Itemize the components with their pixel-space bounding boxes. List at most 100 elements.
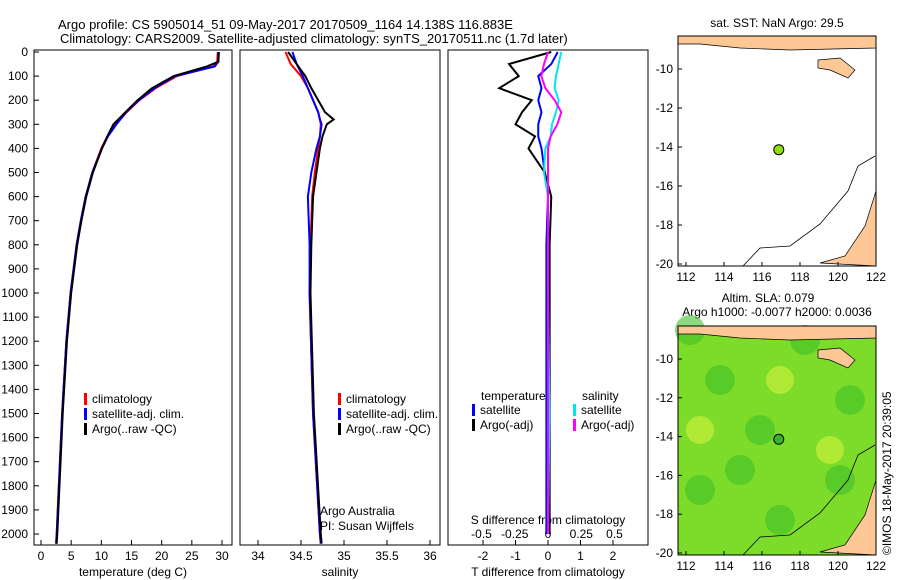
salinity-axis-label: salinity: [322, 565, 359, 579]
sla-map-sla-blob: [685, 475, 715, 505]
sla-map-isobath: [742, 444, 876, 556]
depth-tick-label: 1700: [1, 455, 28, 469]
sdiff-legend-label: Argo(-adj): [581, 418, 634, 432]
sla-map-lat-tick-label: -16: [656, 468, 674, 482]
sla-map-lat-tick-label: -14: [656, 430, 674, 444]
legend-title-temperature: temperature: [481, 389, 546, 403]
sst-map-lon-tick-label: 114: [714, 270, 733, 284]
sst-map-lon-tick-label: 116: [752, 270, 771, 284]
salinity-legend-swatch: [338, 393, 341, 405]
tdiff-legend-swatch: [472, 419, 475, 431]
sst-map-lon-tick-label: 122: [866, 270, 886, 284]
sla-map-land-island: [817, 347, 856, 369]
sst-map-lat-tick-label: -20: [656, 257, 674, 271]
depth-tick-label: 800: [8, 238, 28, 252]
depth-tick-label: 1000: [1, 286, 28, 300]
sst-map-lon-tick-label: 118: [790, 270, 809, 284]
annotation-pi: PI: Susan Wijffels: [320, 519, 414, 533]
tdiff-legend-label: satellite: [480, 403, 521, 417]
sdiff-legend-label: satellite: [581, 403, 622, 417]
temperature-tick-label: 20: [155, 549, 169, 563]
depth-tick-label: 2000: [1, 527, 28, 541]
depth-tick-label: 1200: [1, 334, 28, 348]
sla-map-sla-blob: [705, 365, 735, 395]
title-line-1: Argo profile: CS 5905014_51 09-May-2017 …: [58, 17, 513, 32]
sst-map-lat-tick-label: -10: [656, 62, 674, 76]
depth-tick-label: 400: [8, 141, 28, 155]
sst-map-lon-tick-label: 112: [676, 270, 695, 284]
title-line-2: Climatology: CARS2009. Satellite-adjuste…: [60, 31, 568, 46]
temperature-tick-label: 30: [215, 549, 229, 563]
depth-tick-label: 100: [8, 69, 28, 83]
sst-map-lat-tick-label: -12: [656, 101, 674, 115]
sdiff-legend-swatch: [573, 419, 576, 431]
depth-tick-label: 1500: [1, 407, 28, 421]
difference-line-1: [496, 51, 553, 534]
sla-map-lat-tick-label: -12: [656, 391, 674, 405]
sdiff-tick-label: 0.25: [570, 527, 594, 541]
sla-map-lon-tick-label: 118: [790, 559, 809, 573]
temperature-legend-swatch: [84, 408, 87, 420]
salinity-tick-label: 35.5: [375, 549, 399, 563]
salinity-legend-swatch: [338, 423, 341, 435]
sla-map-lon-tick-label: 114: [714, 559, 733, 573]
depth-tick-label: 1300: [1, 358, 28, 372]
sla-map-lon-tick-label: 120: [828, 559, 848, 573]
tdiff-axis-label: T difference from climatology: [471, 565, 625, 579]
temperature-tick-label: 15: [125, 549, 139, 563]
salinity-tick-label: 36: [423, 549, 437, 563]
sst-map-lat-tick-label: -16: [656, 179, 674, 193]
sla-map-sla-blob: [835, 385, 865, 415]
temperature-line-2: [55, 52, 220, 544]
salinity-tick-label: 35: [337, 549, 351, 563]
depth-tick-label: 300: [8, 117, 28, 131]
sla-map-sla-high: [816, 436, 844, 464]
sst-map-land-island: [817, 57, 856, 79]
temperature-legend-swatch: [84, 423, 87, 435]
tdiff-tick-label: 2: [610, 549, 617, 563]
sdiff-legend-swatch: [573, 404, 576, 416]
depth-tick-label: 500: [8, 166, 28, 180]
sst-map-title: sat. SST: NaN Argo: 29.5: [710, 16, 844, 30]
sla-map-sla-high: [766, 366, 794, 394]
sdiff-tick-label: -0.25: [501, 527, 529, 541]
salinity-line-2: [287, 51, 336, 544]
sla-map-lon-tick-label: 116: [752, 559, 771, 573]
tdiff-legend-swatch: [472, 404, 475, 416]
temperature-axis-label: temperature (deg C): [79, 565, 187, 579]
depth-tick-label: 900: [8, 262, 28, 276]
depth-tick-label: 1400: [1, 382, 28, 396]
sst-map-frame: [677, 35, 877, 267]
salinity-legend-label: Argo(..raw -QC): [346, 422, 431, 436]
salinity-tick-label: 34: [251, 549, 265, 563]
annotation-institution: Argo Australia: [320, 504, 395, 518]
salinity-tick-label: 34.5: [289, 549, 313, 563]
sst-map-lat-tick-label: -14: [656, 140, 674, 154]
sla-map-sla-blob: [765, 505, 795, 535]
temperature-tick-label: 10: [95, 549, 109, 563]
temperature-tick-label: 5: [68, 549, 75, 563]
sdiff-tick-label: 0.5: [606, 527, 623, 541]
salinity-panel-frame: [239, 49, 441, 546]
depth-tick-label: 700: [8, 214, 28, 228]
tdiff-tick-label: -2: [478, 549, 489, 563]
temperature-legend-label: satellite-adj. clim.: [92, 407, 184, 421]
sst-map-lat-tick-label: -18: [656, 218, 674, 232]
sla-map-argo-location: [773, 433, 785, 445]
temperature-tick-label: 0: [38, 549, 45, 563]
depth-tick-label: 1600: [1, 431, 28, 445]
temperature-tick-label: 25: [185, 549, 199, 563]
sla-map-sla-blob: [725, 455, 755, 485]
difference-line-0: [537, 51, 559, 534]
salinity-legend-label: climatology: [346, 392, 406, 406]
sla-map-lat-tick-label: -10: [656, 352, 674, 366]
depth-tick-label: 1100: [2, 310, 28, 324]
difference-line-3: [540, 51, 563, 534]
temperature-legend-swatch: [84, 393, 87, 405]
depth-tick-label: 600: [8, 190, 28, 204]
tdiff-tick-label: 0: [545, 549, 552, 563]
sst-map-isobath: [742, 155, 876, 267]
sdiff-tick-label: -0.5: [471, 527, 492, 541]
